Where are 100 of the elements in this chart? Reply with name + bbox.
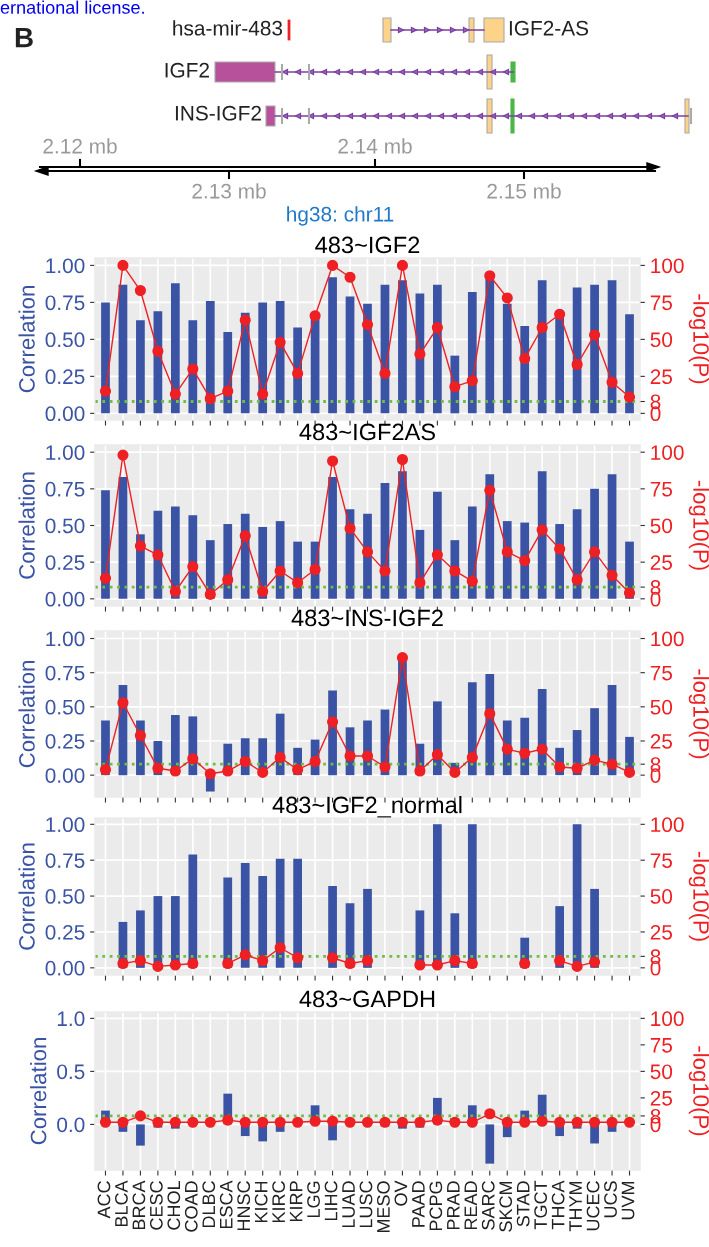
x-tick-label: LUSC bbox=[359, 1181, 373, 1228]
y2-axis-title: -log10(P) bbox=[688, 480, 709, 570]
y2-tick-label: 25 bbox=[650, 369, 673, 385]
y2-tick-label: 75 bbox=[650, 665, 673, 681]
y-tick-label: 1.00 bbox=[46, 445, 85, 460]
text: IGF2 bbox=[165, 62, 209, 78]
y-tick-label: 1.00 bbox=[46, 258, 85, 274]
y-tick-label: 1.0 bbox=[57, 1011, 85, 1027]
y-axis-title: Correlation bbox=[18, 661, 35, 768]
y-tick-label: 0.25 bbox=[45, 924, 85, 940]
x-tick-label: PRAD bbox=[447, 1181, 460, 1230]
text: ernational license. bbox=[0, 0, 144, 14]
x-tick-label: OV bbox=[394, 1180, 408, 1206]
y2-tick-label: 100 bbox=[651, 1011, 684, 1027]
y-tick-label: 1.00 bbox=[46, 817, 85, 833]
y2-axis-title: -log10(P) bbox=[688, 851, 709, 941]
y2-tick-label: 50 bbox=[650, 1064, 673, 1080]
y-tick-label: 0.25 bbox=[45, 369, 85, 385]
y2-tick-label: 50 bbox=[650, 699, 673, 715]
y-tick-label: 0.00 bbox=[45, 406, 85, 422]
x-tick-label: BRCA bbox=[132, 1180, 146, 1230]
y2-tick-label: 25 bbox=[650, 924, 673, 940]
x-tick-label: THYM bbox=[569, 1181, 582, 1232]
y2-tick-label: 50 bbox=[650, 518, 673, 534]
y2-tick-label: 100 bbox=[651, 817, 684, 833]
y-tick-label: 1.00 bbox=[46, 631, 85, 647]
text: 2.12 mb bbox=[43, 138, 117, 154]
y-tick-label: 0.5 bbox=[57, 1064, 85, 1080]
x-tick-label: MESO bbox=[377, 1181, 390, 1233]
x-tick-label: PAAD bbox=[412, 1181, 425, 1227]
x-tick-label: PCPG bbox=[429, 1181, 443, 1231]
text: IGF2-AS bbox=[509, 20, 589, 36]
y-tick-label: 0.75 bbox=[45, 481, 85, 497]
x-tick-label: KIRC bbox=[272, 1181, 286, 1223]
text: hg38: chr11 bbox=[287, 206, 394, 226]
x-tick-label: TGCT bbox=[534, 1180, 548, 1230]
x-tick-label: LGG bbox=[307, 1181, 320, 1218]
chart-title: 483~IGF2_normal bbox=[272, 795, 462, 818]
text: 2.15 mb bbox=[487, 183, 561, 199]
y-axis-title: Correlation bbox=[30, 1038, 47, 1145]
x-tick-label: LIHC bbox=[324, 1181, 338, 1221]
x-tick-label: DLBC bbox=[202, 1181, 216, 1228]
y-tick-label: 0.75 bbox=[45, 665, 85, 681]
y-tick-label: 0.00 bbox=[45, 960, 85, 976]
y-tick-label: 0.25 bbox=[45, 733, 85, 749]
x-tick-label: COAD bbox=[184, 1181, 198, 1232]
y2-tick-label: 50 bbox=[650, 889, 673, 904]
y2-tick-label: 100 bbox=[651, 445, 684, 460]
x-tick-label: BLCA bbox=[115, 1180, 128, 1227]
y2-tick-label: 75 bbox=[650, 853, 673, 868]
y2-tick-label: 25 bbox=[650, 555, 673, 570]
y-tick-label: 0.50 bbox=[45, 889, 85, 904]
y2-axis-title: -log10(P) bbox=[688, 294, 709, 384]
text: 2.13 mb bbox=[192, 183, 266, 199]
y2-tick-label: 100 bbox=[651, 631, 684, 647]
x-tick-label: ESCA bbox=[219, 1180, 233, 1229]
x-tick-label: SARC bbox=[481, 1181, 495, 1230]
x-tick-label: LUAD bbox=[342, 1181, 355, 1228]
y2-axis-title: -log10(P) bbox=[688, 669, 709, 759]
text: hsa-mir-483 bbox=[173, 20, 283, 36]
x-tick-label: CESC bbox=[149, 1181, 163, 1230]
x-tick-label: THCA bbox=[551, 1180, 565, 1230]
y-axis-title: Correlation bbox=[18, 286, 35, 393]
y-tick-label: 0.0 bbox=[57, 1117, 85, 1133]
x-tick-label: ACC bbox=[97, 1181, 111, 1219]
y-tick-label: 0.25 bbox=[45, 555, 85, 570]
y2-tick-label: 75 bbox=[650, 295, 673, 311]
y2-tick-label: 75 bbox=[650, 1038, 673, 1053]
chart-title: 483~IGF2AS bbox=[299, 423, 435, 441]
x-tick-label: CHOL bbox=[167, 1181, 181, 1230]
y-axis-title: Correlation bbox=[18, 472, 35, 579]
y2-tick-label: 25 bbox=[650, 733, 673, 749]
chart-title: 483~INS-IGF2 bbox=[291, 609, 443, 627]
text: INS-IGF2 bbox=[175, 105, 261, 121]
y-tick-label: 0.75 bbox=[45, 295, 85, 311]
y-tick-label: 0.75 bbox=[45, 853, 85, 868]
x-tick-label: KICH bbox=[254, 1181, 268, 1223]
y-tick-label: 0.50 bbox=[45, 699, 85, 715]
text: B bbox=[15, 28, 33, 48]
text: 2.14 mb bbox=[338, 138, 412, 154]
y2-tick-label: 75 bbox=[650, 482, 673, 497]
y-tick-label: 0.50 bbox=[45, 518, 85, 534]
chart-title: 483~IGF2 bbox=[315, 236, 420, 254]
x-tick-label: KIRP bbox=[289, 1181, 303, 1222]
y-tick-label: 0.00 bbox=[45, 591, 85, 607]
y2-tick-label: 100 bbox=[651, 258, 684, 274]
x-tick-label: STAD bbox=[516, 1181, 530, 1227]
y-tick-label: 0.00 bbox=[45, 768, 85, 783]
y-axis-title: Correlation bbox=[18, 843, 35, 950]
x-tick-label: HNSC bbox=[237, 1181, 251, 1231]
x-tick-label: UCS bbox=[604, 1181, 617, 1218]
y2-axis-title: -log10(P) bbox=[688, 1046, 709, 1136]
x-tick-label: READ bbox=[464, 1181, 477, 1230]
x-tick-label: UVM bbox=[621, 1181, 635, 1220]
x-tick-label: UCEC bbox=[586, 1181, 600, 1231]
y-tick-label: 0.50 bbox=[45, 332, 85, 348]
x-tick-label: SKCM bbox=[499, 1181, 513, 1232]
chart-title: 483~GAPDH bbox=[299, 990, 435, 1008]
y2-tick-label: 50 bbox=[650, 332, 673, 348]
y2-tick-label: 25 bbox=[650, 1090, 673, 1106]
